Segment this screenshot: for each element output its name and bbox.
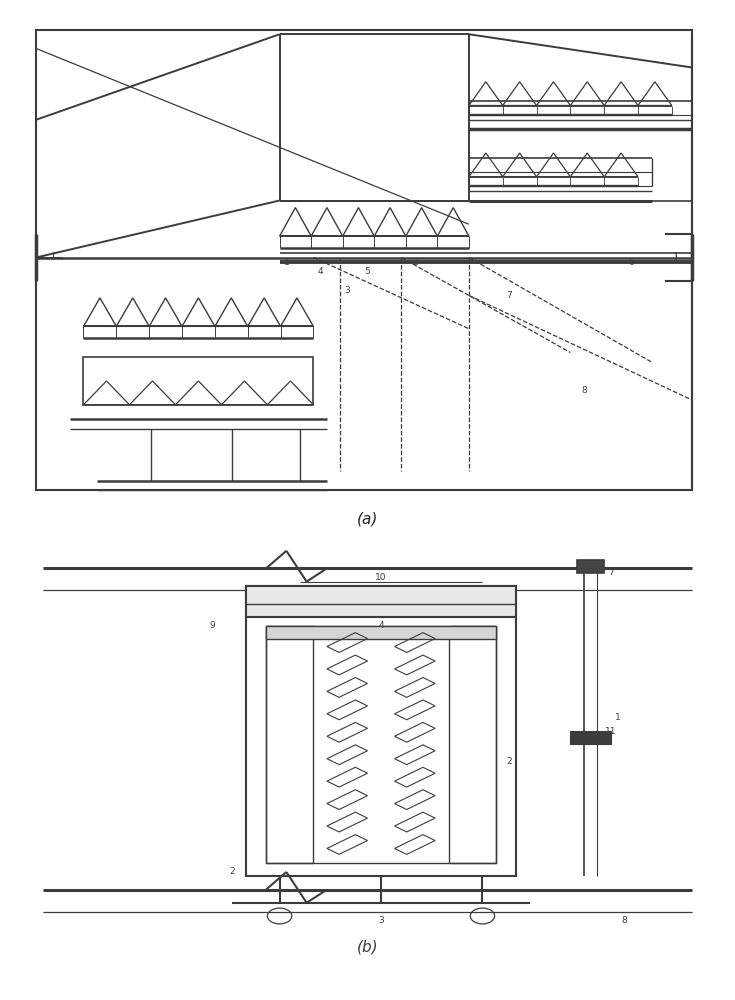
Text: 3: 3: [378, 916, 384, 925]
Text: 2: 2: [229, 867, 235, 876]
Bar: [245, 586, 516, 876]
Text: 10: 10: [376, 573, 387, 582]
Bar: [266, 626, 496, 863]
Text: 4: 4: [318, 267, 323, 276]
Text: 7: 7: [608, 568, 614, 577]
Text: (b): (b): [356, 939, 379, 954]
Text: 3: 3: [344, 286, 350, 295]
Bar: [448, 626, 496, 863]
Text: 9: 9: [209, 621, 215, 630]
Bar: [266, 626, 496, 639]
Text: 2: 2: [412, 258, 417, 267]
Text: 6: 6: [628, 258, 634, 267]
Text: I: I: [51, 252, 54, 262]
Text: 8: 8: [622, 916, 628, 925]
Text: 1: 1: [614, 714, 620, 722]
Bar: [245, 586, 516, 617]
Text: 11: 11: [605, 727, 617, 736]
Text: 8: 8: [581, 386, 587, 395]
Bar: [266, 626, 313, 863]
Text: 2: 2: [506, 758, 512, 766]
Bar: [84, 357, 313, 405]
Text: 4: 4: [379, 621, 384, 630]
Text: 1: 1: [284, 258, 290, 267]
Bar: [577, 560, 604, 573]
Bar: [570, 731, 611, 744]
Text: 5: 5: [365, 267, 370, 276]
Text: 7: 7: [506, 291, 512, 300]
Text: (a): (a): [356, 511, 379, 526]
Text: ]: ]: [673, 251, 678, 264]
